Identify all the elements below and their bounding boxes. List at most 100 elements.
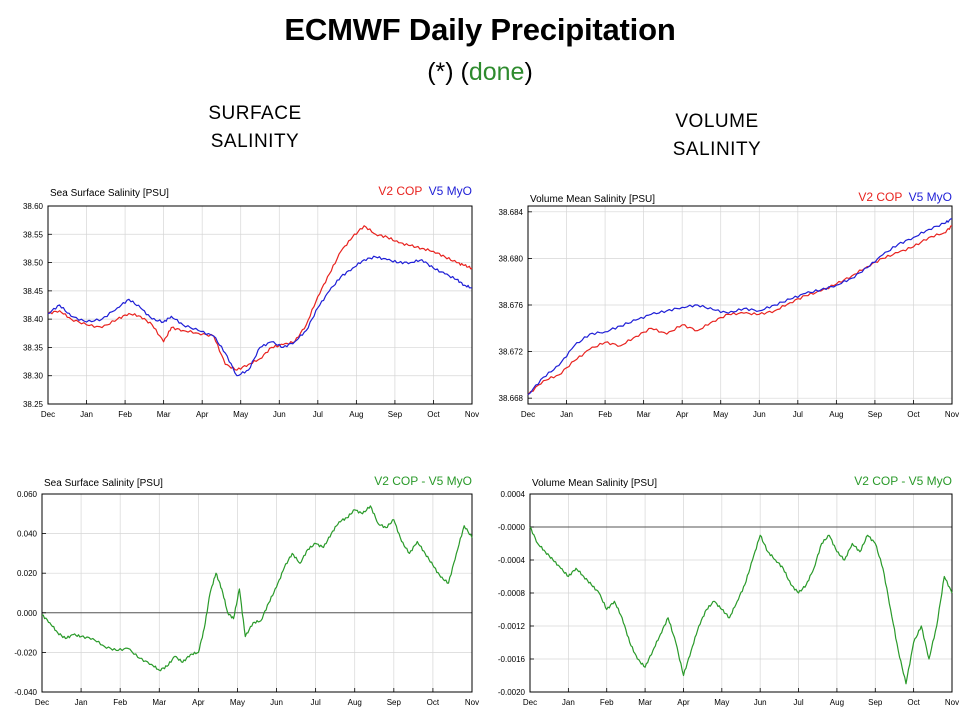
y-tick-label: 38.55	[23, 230, 44, 239]
x-tick-label: Jul	[313, 410, 323, 419]
x-tick-label: Dec	[523, 698, 537, 707]
y-tick-label: -0.0016	[498, 655, 526, 664]
x-tick-label: Apr	[192, 698, 205, 707]
x-tick-label: Jul	[793, 410, 803, 419]
y-tick-label: 38.35	[23, 343, 44, 352]
x-tick-label: Jun	[273, 410, 286, 419]
y-tick-label: -0.0008	[498, 589, 526, 598]
x-tick-label: Apr	[676, 410, 689, 419]
x-tick-label: May	[713, 410, 728, 419]
x-tick-label: Nov	[945, 698, 959, 707]
series-line	[529, 526, 953, 685]
x-tick-label: Apr	[196, 410, 209, 419]
plot-frame	[47, 205, 473, 405]
x-tick-label: Feb	[598, 410, 612, 419]
x-tick-label: Mar	[637, 410, 651, 419]
plot-title: Volume Mean Salinity [PSU]	[530, 194, 655, 205]
page-subtitle: (*) (done)	[0, 58, 960, 87]
legend-entry: V2 COP - V5 MyO	[854, 474, 952, 488]
x-tick-label: May	[714, 698, 729, 707]
x-tick-label: May	[230, 698, 245, 707]
y-tick-label: 38.684	[499, 208, 524, 217]
x-tick-label: Feb	[600, 698, 614, 707]
x-tick-label: Oct	[907, 698, 920, 707]
x-tick-label: Dec	[35, 698, 49, 707]
y-tick-label: 38.672	[499, 348, 524, 357]
column-heading-line: SALINITY	[672, 139, 762, 160]
legend-entry: V2 COP	[858, 190, 902, 204]
x-tick-label: Oct	[427, 698, 440, 707]
x-tick-label: Aug	[348, 698, 362, 707]
x-tick-label: Oct	[427, 410, 440, 419]
x-tick-label: Dec	[521, 410, 535, 419]
column-heading-volume: VOLUME SALINITY	[637, 108, 797, 164]
x-tick-label: Jul	[793, 698, 803, 707]
subtitle-prefix: (*) (	[427, 58, 469, 86]
column-heading-line: SURFACE	[208, 103, 302, 124]
x-tick-label: Aug	[830, 698, 844, 707]
y-tick-label: 38.50	[23, 259, 44, 268]
x-tick-label: Dec	[41, 410, 55, 419]
y-tick-label: 0.060	[17, 490, 38, 499]
x-tick-label: Jul	[311, 698, 321, 707]
legend-entry: V5 MyO	[429, 184, 472, 198]
x-tick-label: Jan	[562, 698, 575, 707]
legend-entry: V5 MyO	[909, 190, 952, 204]
chart-surface-salinity: Dec Jan Feb Mar Apr May Jun Jul Aug Sep Oct Nov 38.2…	[23, 184, 479, 419]
x-tick-label: Jun	[270, 698, 283, 707]
y-tick-label: 38.60	[23, 202, 44, 211]
legend-entry: V2 COP	[378, 184, 422, 198]
y-tick-label: 0.0004	[501, 490, 526, 499]
x-tick-label: Jan	[80, 410, 93, 419]
series-line	[47, 255, 473, 377]
column-heading-surface: SURFACE SALINITY	[175, 100, 335, 156]
x-tick-label: Nov	[465, 698, 479, 707]
y-tick-label: 38.676	[499, 301, 524, 310]
x-tick-label: Sep	[868, 698, 883, 707]
y-tick-label: 0.040	[17, 530, 38, 539]
column-heading-line: SALINITY	[210, 131, 300, 152]
x-tick-label: Jun	[754, 698, 767, 707]
series-line	[47, 225, 473, 371]
x-tick-label: Aug	[829, 410, 843, 419]
series-line	[41, 505, 473, 672]
y-tick-label: 0.000	[17, 609, 38, 618]
x-tick-label: Aug	[349, 410, 363, 419]
y-tick-label: -0.0004	[498, 556, 526, 565]
x-tick-label: Mar	[638, 698, 652, 707]
y-tick-label: -0.020	[14, 648, 37, 657]
x-tick-label: Jan	[560, 410, 573, 419]
x-tick-label: Sep	[388, 410, 403, 419]
plot-title: Volume Mean Salinity [PSU]	[532, 478, 657, 489]
y-tick-label: -0.0000	[498, 523, 526, 532]
y-tick-label: 38.45	[23, 287, 44, 296]
x-tick-label: May	[233, 410, 248, 419]
plot-title: Sea Surface Salinity [PSU]	[44, 478, 163, 489]
chart-surface-salinity-difference: Dec Jan Feb Mar Apr May Jun Jul Aug Sep Oct Nov -0.0…	[14, 474, 479, 707]
x-tick-label: Jan	[75, 698, 88, 707]
y-tick-label: 38.680	[499, 254, 524, 263]
y-tick-label: -0.040	[14, 688, 37, 697]
x-tick-label: Nov	[465, 410, 479, 419]
y-tick-label: -0.0020	[498, 688, 526, 697]
series-line	[527, 225, 953, 396]
page-title: ECMWF Daily Precipitation	[284, 12, 676, 47]
status-done: done	[468, 58, 525, 86]
y-tick-label: -0.0012	[498, 622, 526, 631]
column-heading-line: VOLUME	[675, 111, 759, 132]
subtitle-suffix: )	[524, 58, 533, 86]
series-line	[527, 218, 953, 396]
legend-entry: V2 COP - V5 MyO	[374, 474, 472, 488]
y-tick-label: 38.40	[23, 315, 44, 324]
plot-title: Sea Surface Salinity [PSU]	[50, 188, 169, 199]
y-tick-label: 38.30	[23, 372, 44, 381]
x-tick-label: Apr	[677, 698, 690, 707]
chart-volume-salinity-difference: Dec Jan Feb Mar Apr May Jun Jul Aug Sep Oct Nov -0.0…	[498, 474, 959, 707]
x-tick-label: Mar	[152, 698, 166, 707]
chart-volume-salinity: Dec Jan Feb Mar Apr May Jun Jul Aug Sep Oct Nov 38.6…	[499, 190, 960, 419]
x-tick-label: Jun	[753, 410, 766, 419]
x-tick-label: Sep	[868, 410, 883, 419]
y-tick-label: 38.25	[23, 400, 44, 409]
y-tick-label: 0.020	[17, 569, 38, 578]
plot-frame	[41, 493, 473, 693]
